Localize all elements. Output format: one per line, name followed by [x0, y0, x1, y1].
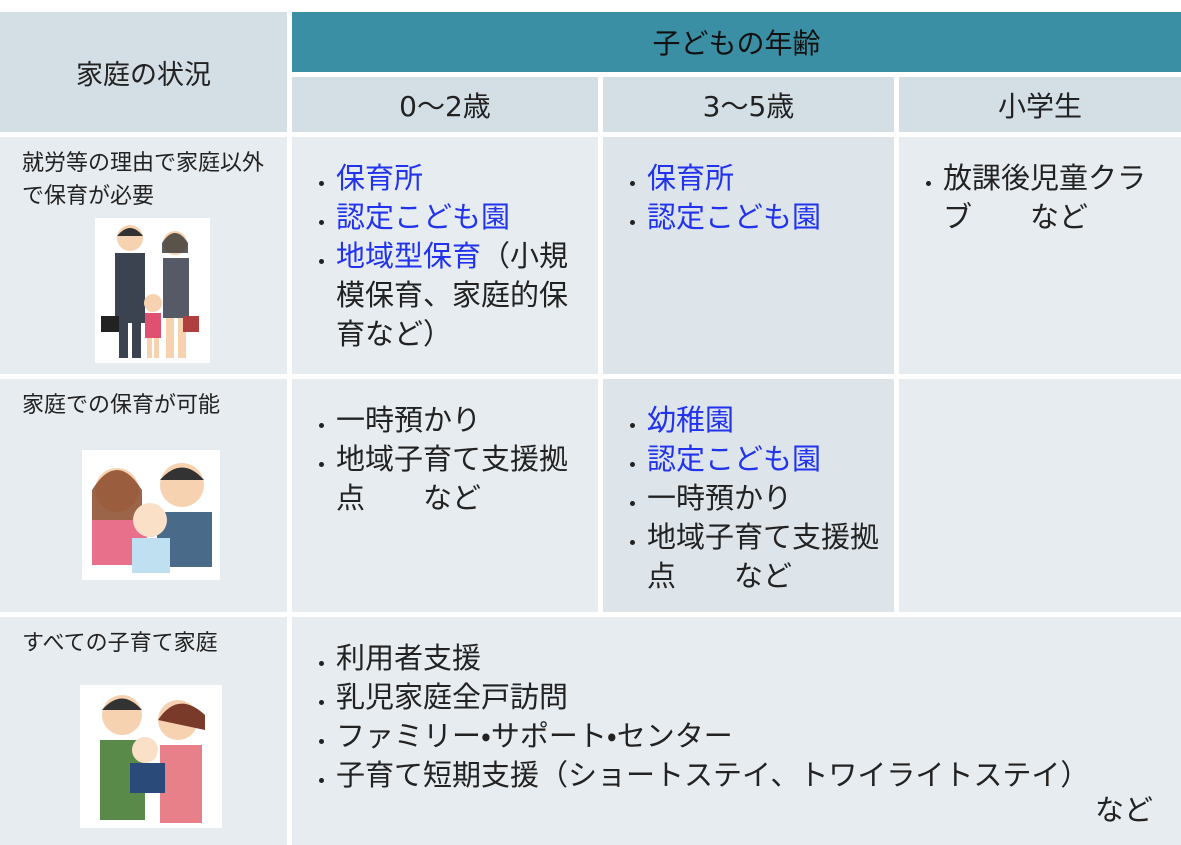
table-cell: 放課後児童クラブ など	[899, 137, 1181, 374]
table-cell: 保育所認定こども園	[603, 137, 894, 374]
table-cell	[899, 379, 1181, 612]
program-link: 幼稚園	[647, 403, 735, 437]
list-item: 認定こども園	[336, 198, 586, 237]
table-cell: 一時預かり地域子育て支援拠点 など	[292, 379, 598, 612]
program-text: （小規模保育、家庭的保育など）	[336, 239, 569, 351]
list-item: 地域型保育（小規模保育、家庭的保育など）	[336, 237, 586, 354]
item-list: 利用者支援乳児家庭全戸訪問ファミリー・サポート・センター子育て短期支援（ショート…	[292, 617, 1181, 795]
list-item: 放課後児童クラブ など	[943, 159, 1169, 237]
list-item: 利用者支援	[336, 639, 1169, 678]
list-item: 一時預かり	[647, 479, 882, 518]
illustration-all-families	[80, 685, 222, 828]
situation-label: 家庭での保育が可能	[22, 393, 221, 418]
item-list: 幼稚園認定こども園一時預かり地域子育て支援拠点 など	[603, 379, 894, 596]
table-cell: 幼稚園認定こども園一時預かり地域子育て支援拠点 など	[603, 379, 894, 612]
column-header: 3〜5歳	[603, 77, 894, 132]
program-text: 放課後児童クラブ など	[943, 161, 1147, 234]
item-list: 放課後児童クラブ など	[899, 137, 1181, 237]
list-item: 認定こども園	[647, 440, 882, 479]
program-text: 子育て短期支援（ショートステイ、トワイライトステイ）	[336, 758, 1090, 792]
program-text: 乳児家庭全戸訪問	[336, 680, 569, 714]
program-link: 保育所	[647, 161, 735, 195]
situation-label: 就労等の理由で家庭以外で保育が必要	[22, 151, 265, 209]
program-text: ファミリー・サポート・センター	[336, 719, 733, 753]
table-cell: 保育所認定こども園地域型保育（小規模保育、家庭的保育など）	[292, 137, 598, 374]
illustration-home-family	[82, 450, 220, 580]
list-item: 乳児家庭全戸訪問	[336, 678, 1169, 717]
list-item: 一時預かり	[336, 401, 586, 440]
table: 家庭の状況子どもの年齢0〜2歳3〜5歳小学生就労等の理由で家庭以外で保育が必要保…	[0, 12, 1181, 845]
program-link: 地域型保育	[336, 239, 482, 273]
list-item: ファミリー・サポート・センター	[336, 717, 1169, 756]
list-item: 保育所	[647, 159, 882, 198]
program-text: 一時預かり	[647, 481, 793, 515]
tail-note: など	[1094, 793, 1153, 827]
list-item: 地域子育て支援拠点 など	[647, 518, 882, 596]
list-item: 認定こども園	[647, 198, 882, 237]
corner-header: 家庭の状況	[0, 12, 287, 132]
program-link: 認定こども園	[647, 442, 822, 476]
group-header: 子どもの年齢	[292, 12, 1181, 72]
column-header: 小学生	[899, 77, 1181, 132]
illustration-working-family	[95, 218, 210, 363]
program-link: 認定こども園	[336, 200, 511, 234]
program-text: 地域子育て支援拠点 など	[647, 520, 880, 593]
list-item: 子育て短期支援（ショートステイ、トワイライトステイ）	[336, 756, 1169, 795]
program-link: 認定こども園	[647, 200, 822, 234]
item-list: 保育所認定こども園地域型保育（小規模保育、家庭的保育など）	[292, 137, 598, 354]
situation-cell: 就労等の理由で家庭以外で保育が必要	[0, 137, 287, 374]
program-link: 保育所	[336, 161, 424, 195]
program-text: 一時預かり	[336, 403, 482, 437]
list-item: 地域子育て支援拠点 など	[336, 440, 586, 518]
item-list: 保育所認定こども園	[603, 137, 894, 237]
table-cell-wide: 利用者支援乳児家庭全戸訪問ファミリー・サポート・センター子育て短期支援（ショート…	[292, 617, 1181, 845]
situation-label: すべての子育て家庭	[22, 631, 218, 656]
list-item: 幼稚園	[647, 401, 882, 440]
program-text: 利用者支援	[336, 641, 482, 675]
program-text: 地域子育て支援拠点 など	[336, 442, 569, 515]
item-list: 一時預かり地域子育て支援拠点 など	[292, 379, 598, 518]
column-header: 0〜2歳	[292, 77, 598, 132]
list-item: 保育所	[336, 159, 586, 198]
